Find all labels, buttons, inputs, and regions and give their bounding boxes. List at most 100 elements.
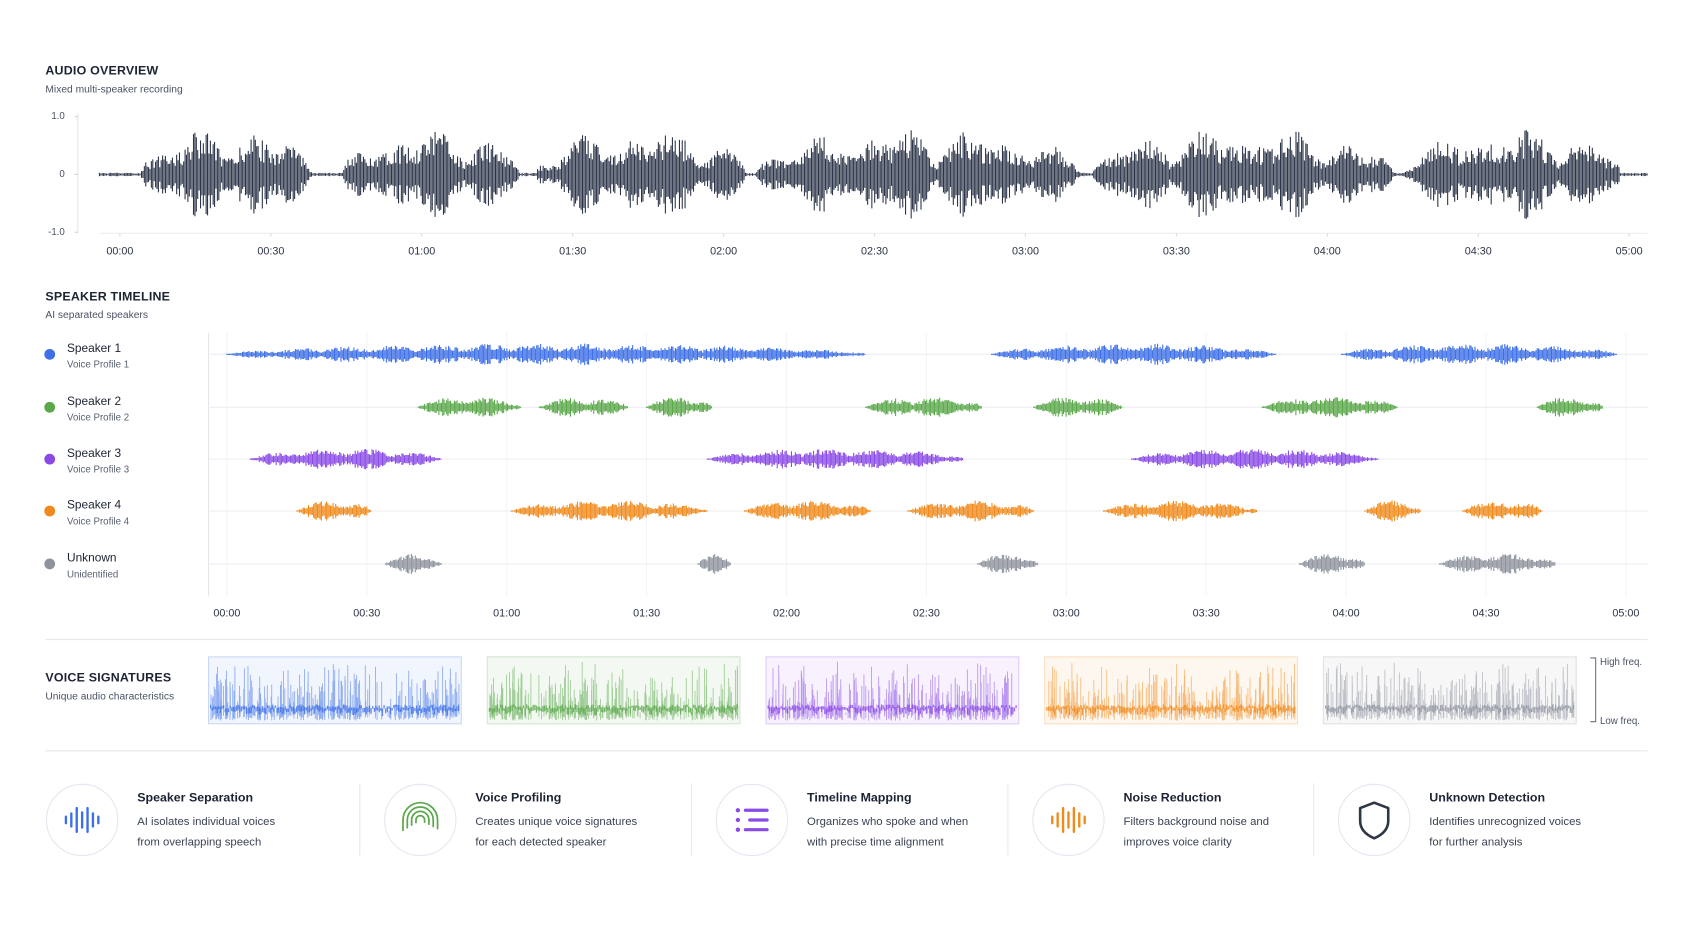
x-tick-label: 03:00: [1053, 607, 1080, 619]
x-tick-label: 00:00: [106, 246, 133, 258]
x-tick-label: 05:00: [1616, 246, 1643, 258]
speaker-segment: [646, 397, 712, 417]
speaker-segment: [706, 449, 964, 469]
icon-stroke: [410, 810, 430, 827]
feature-icon-bg: [1338, 783, 1411, 857]
feature-desc: Creates unique voice signatures: [475, 816, 637, 828]
feature-desc: for each detected speaker: [475, 837, 606, 849]
icon-stroke: [406, 806, 435, 829]
speaker-profile: Voice Profile 4: [67, 516, 130, 527]
feature-title: Timeline Mapping: [807, 791, 912, 805]
x-tick-label: 04:30: [1465, 246, 1492, 258]
feature-desc: improves voice clarity: [1124, 837, 1233, 849]
feature-icon-bg: [384, 783, 457, 857]
feature-icon: [1358, 801, 1390, 840]
speaker-name: Speaker 4: [67, 498, 122, 512]
section-subtitle: Mixed multi-speaker recording: [45, 84, 183, 95]
speaker-segment: [907, 500, 1035, 522]
feature-icon: [735, 808, 769, 832]
legend-dot: [44, 558, 56, 570]
spectrogram-band: [1046, 704, 1296, 716]
x-tick-label: 03:30: [1163, 246, 1190, 258]
speaker-segment: [1261, 397, 1398, 418]
freq-scale: [1590, 657, 1597, 723]
speaker-profile: Voice Profile 1: [67, 360, 129, 371]
x-tick-label: 01:00: [408, 246, 435, 258]
icon-dot: [735, 827, 741, 832]
speaker-segment: [226, 343, 866, 366]
x-tick-label: 04:00: [1333, 607, 1360, 619]
feature-desc: from overlapping speech: [137, 837, 261, 849]
speaker-segment: [977, 554, 1038, 574]
x-tick-label: 03:00: [1012, 246, 1039, 258]
speaker-segment: [1340, 343, 1617, 365]
feature-icon: [402, 801, 439, 832]
x-tick-label: 01:00: [493, 607, 520, 619]
feature-icon: [64, 806, 100, 834]
section-title: SPEAKER TIMELINE: [45, 289, 170, 303]
icon-dot: [735, 817, 741, 823]
legend-dot: [44, 505, 56, 517]
section-subtitle: AI separated speakers: [45, 310, 148, 321]
section-subtitle: Unique audio characteristics: [45, 692, 174, 703]
icon-stroke: [1358, 801, 1390, 840]
speaker-segment: [1131, 449, 1379, 469]
speaker-segment: [384, 553, 442, 574]
spectrogram-band: [767, 704, 1017, 716]
feature-title: Noise Reduction: [1124, 791, 1222, 805]
icon-stroke: [415, 814, 426, 824]
speaker-segment: [1033, 397, 1123, 417]
legend-dot: [44, 453, 56, 465]
x-tick-label: 00:30: [257, 246, 284, 258]
feature-desc: Filters background noise and: [1124, 816, 1269, 828]
speaker-profile: Voice Profile 3: [67, 465, 129, 476]
feature-desc: with precise time alignment: [806, 837, 944, 849]
feature-desc: AI isolates individual voices: [137, 816, 275, 828]
x-tick-label: 02:00: [773, 607, 800, 619]
x-tick-label: 01:30: [559, 246, 586, 258]
feature-icon: [1051, 806, 1086, 834]
icon-stroke: [402, 801, 439, 832]
waveform: [98, 130, 1648, 219]
spectrogram-band: [1324, 704, 1575, 716]
speaker-segment: [865, 397, 982, 417]
speaker-name: Speaker 1: [67, 341, 122, 355]
speaker-segment: [296, 501, 372, 521]
section-title: AUDIO OVERVIEW: [45, 64, 158, 78]
y-tick-label: 1.0: [51, 111, 65, 122]
x-tick-label: 00:30: [353, 607, 380, 619]
spectrogram-band: [210, 704, 460, 717]
feature-title: Voice Profiling: [475, 791, 561, 805]
feature-title: Speaker Separation: [137, 791, 253, 805]
speaker-profile: Voice Profile 2: [67, 413, 129, 424]
speaker-segment: [1438, 554, 1556, 574]
feature-desc: for further analysis: [1429, 837, 1523, 849]
speaker-segment: [1364, 500, 1422, 522]
x-tick-label: 02:30: [861, 246, 888, 258]
legend-dot: [44, 348, 56, 360]
speaker-segment: [538, 397, 629, 417]
spectrogram-band: [488, 704, 738, 716]
icon-dot: [735, 808, 741, 813]
y-tick-label: -1.0: [48, 227, 65, 238]
speaker-name: Unknown: [67, 551, 117, 565]
speaker-segment: [1298, 554, 1365, 574]
x-tick-label: 05:00: [1612, 607, 1639, 619]
speaker-name: Speaker 3: [67, 446, 122, 460]
section-title: VOICE SIGNATURES: [45, 671, 171, 685]
speaker-name: Speaker 2: [67, 394, 121, 408]
speaker-segment: [1462, 502, 1543, 520]
speaker-segment: [510, 501, 708, 521]
speaker-segment: [697, 554, 731, 574]
feature-desc: Organizes who spoke and when: [807, 816, 968, 828]
x-tick-label: 04:30: [1472, 607, 1499, 619]
x-tick-label: 02:30: [913, 607, 940, 619]
speaker-segment: [417, 397, 522, 417]
x-tick-label: 02:00: [710, 246, 737, 258]
feature-desc: Identifies unrecognized voices: [1429, 816, 1581, 828]
speaker-segment: [991, 343, 1277, 365]
freq-label: Low freq.: [1600, 716, 1640, 727]
speaker-profile: Unidentified: [67, 569, 118, 580]
